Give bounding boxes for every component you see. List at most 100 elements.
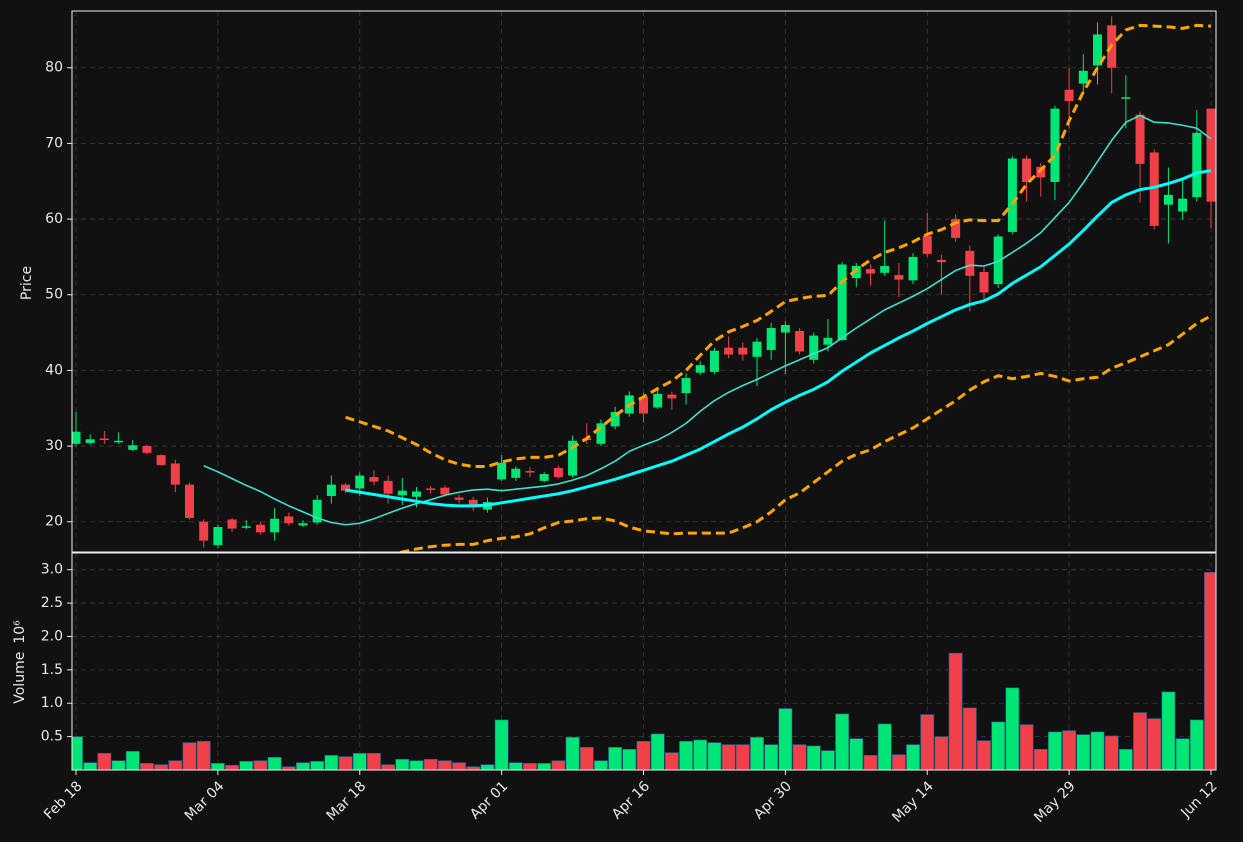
candle-body [1192,132,1202,198]
candle-body [284,516,294,524]
volume-bar [196,740,211,770]
candle-body [497,462,507,480]
candle-body [639,396,648,414]
volume-bar [182,742,197,770]
candle-body [880,265,890,273]
candle-body [936,259,946,263]
candle-body [738,347,748,355]
candle-body [681,377,691,394]
candle-body [922,235,932,254]
volume-bar [679,740,693,770]
price-axis-label: Price [19,266,35,300]
volume-bar [225,765,239,770]
y-tick-label: 0.5 [41,729,63,745]
volume-bar [452,762,466,770]
volume-plot [72,553,1216,770]
candle-body [454,497,464,500]
volume-bar [367,753,381,770]
volume-bar [239,761,254,770]
candle-body [355,475,365,489]
candle-body [412,491,421,497]
volume-bar [650,733,665,770]
candle-body [199,521,209,541]
volume-label: Volume [12,652,28,704]
volume-bar [778,708,793,770]
volume-bar [324,755,339,770]
volume-frame [71,552,1217,771]
volume-bar [551,760,566,770]
volume-bar [437,760,452,770]
volume-bar [381,764,396,770]
volume-bar [154,764,169,770]
volume-bar [140,763,154,770]
volume-bar [608,746,623,770]
candle-body [227,519,237,529]
volume-bar [1005,687,1020,770]
volume-bar [565,736,580,770]
candle-body [866,269,875,274]
volume-bar [1147,718,1162,770]
volume-bar [1048,731,1062,770]
indicator-line [345,23,1212,468]
volume-bar [1189,719,1204,770]
volume-bar [210,763,225,770]
candle-body [85,439,95,444]
volume-bar [83,762,98,770]
candle-body [724,347,734,355]
candle-body [128,445,138,450]
volume-bar [693,739,708,770]
volume-bar [168,760,183,770]
candle-body [979,272,989,293]
volume-bar [664,752,679,770]
volume-bar [423,759,438,770]
candle-body [780,325,790,333]
volume-bar [480,764,495,770]
candle-body [525,471,535,473]
volume-multiplier: 10⁶ [12,620,28,644]
volume-bar [948,652,963,770]
candle-body [72,431,81,444]
volume-bar [920,714,935,770]
candle-body [1121,97,1131,99]
volume-bar [579,746,594,770]
volume-bar [1062,730,1077,770]
volume-bar [1019,724,1034,770]
candle-body [1206,108,1216,202]
candle-body [695,365,705,373]
candle-body [1036,166,1046,178]
volume-bar [806,745,821,770]
candle-body [440,487,450,495]
volume-bar [1104,735,1119,770]
candle-body [114,440,124,443]
y-tick-label: 2.5 [41,595,63,611]
volume-bar [111,760,126,770]
candle-body [1022,158,1032,183]
candle-body [766,328,776,350]
candle-body [823,337,833,345]
volume-bar [764,744,779,770]
volume-bar [1076,734,1091,770]
volume-bar [466,766,481,770]
candle-body [653,393,663,408]
candle-body [298,523,308,526]
candle-body [213,527,223,546]
candle-body [752,341,762,357]
volume-bar [1118,749,1133,770]
candle-body [426,488,436,490]
candle-body [468,499,478,507]
candle-body [568,440,578,476]
volume-bar [877,723,892,770]
volume-bar [338,756,353,770]
candle-body [312,499,322,523]
indicator-line [396,314,1212,552]
volume-bar [891,754,906,770]
candle-body [142,446,152,453]
volume-bar [906,744,920,770]
volume-bar [863,755,878,770]
volume-bar [934,736,949,770]
y-tick-label: 70 [45,135,63,151]
candle-body [851,265,861,279]
candle-body [99,438,109,441]
volume-bar [991,721,1006,770]
